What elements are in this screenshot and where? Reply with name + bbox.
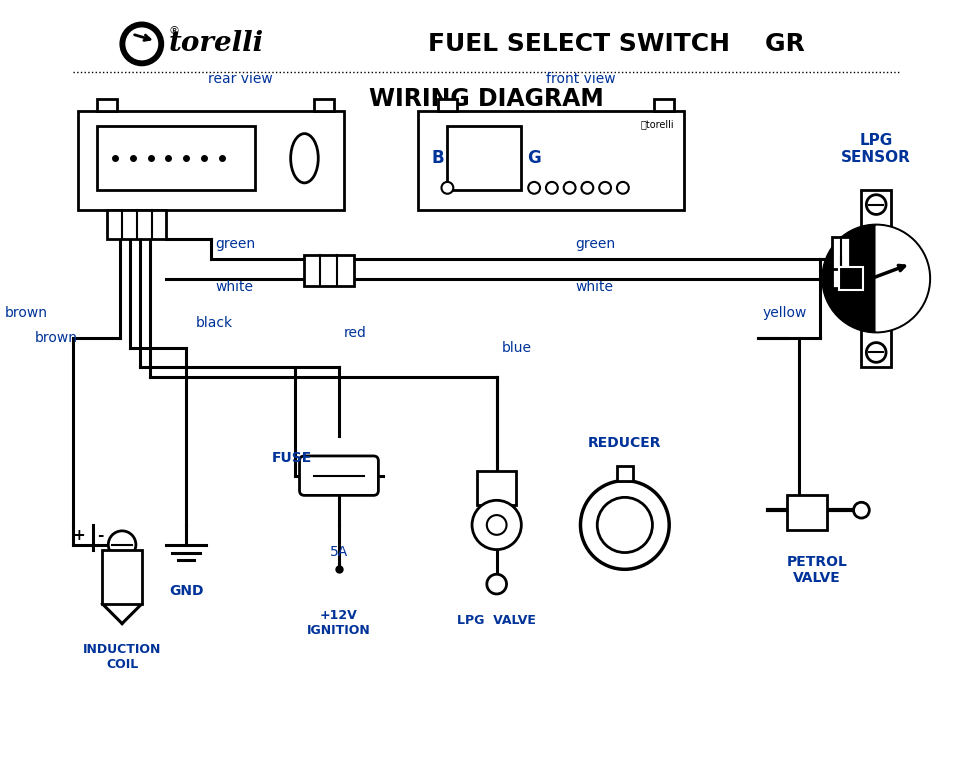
Circle shape: [599, 182, 611, 194]
Text: blue: blue: [502, 341, 532, 354]
Text: ®: ®: [168, 26, 180, 36]
Bar: [617, 466, 633, 481]
Bar: [839, 267, 863, 291]
Text: B: B: [431, 150, 444, 167]
Bar: [655, 99, 674, 111]
Text: white: white: [216, 281, 253, 295]
Bar: [98, 99, 117, 111]
Circle shape: [472, 500, 521, 550]
FancyBboxPatch shape: [300, 456, 378, 495]
Text: -: -: [98, 528, 104, 543]
Bar: [78, 111, 344, 209]
Circle shape: [442, 182, 453, 194]
Text: brown: brown: [5, 306, 48, 320]
Bar: [304, 255, 353, 286]
Bar: [787, 495, 827, 530]
Circle shape: [866, 343, 886, 362]
Text: green: green: [576, 237, 615, 251]
Circle shape: [108, 531, 136, 558]
Text: black: black: [196, 316, 233, 330]
Circle shape: [853, 502, 870, 518]
Text: FUEL SELECT SWITCH    GR: FUEL SELECT SWITCH GR: [427, 32, 804, 56]
Bar: [832, 237, 850, 268]
Bar: [861, 189, 891, 367]
Circle shape: [487, 574, 507, 594]
Circle shape: [126, 28, 157, 60]
Wedge shape: [876, 226, 928, 331]
Circle shape: [581, 481, 669, 569]
Text: 5A: 5A: [330, 545, 348, 558]
Circle shape: [822, 224, 930, 333]
Text: INDUCTION
COIL: INDUCTION COIL: [83, 644, 161, 671]
Circle shape: [564, 182, 576, 194]
Text: green: green: [216, 237, 256, 251]
Bar: [477, 471, 516, 505]
Text: REDUCER: REDUCER: [588, 436, 661, 450]
Bar: [447, 126, 521, 189]
Bar: [108, 209, 166, 239]
Text: torelli: torelli: [168, 31, 264, 58]
Text: white: white: [576, 281, 613, 295]
Text: red: red: [344, 326, 367, 340]
Circle shape: [582, 182, 593, 194]
Text: brown: brown: [35, 331, 78, 344]
Text: +12V
IGNITION: +12V IGNITION: [307, 609, 371, 637]
Text: Ⓝtorelli: Ⓝtorelli: [640, 119, 674, 129]
Circle shape: [487, 515, 507, 535]
Bar: [418, 111, 684, 209]
Bar: [314, 99, 334, 111]
Text: G: G: [527, 150, 541, 167]
Circle shape: [617, 182, 629, 194]
Text: yellow: yellow: [763, 306, 807, 320]
Ellipse shape: [291, 133, 319, 183]
Text: LPG  VALVE: LPG VALVE: [457, 614, 536, 627]
Bar: [832, 257, 850, 288]
Circle shape: [120, 22, 163, 66]
Text: PETROL
VALVE: PETROL VALVE: [786, 555, 848, 584]
Bar: [98, 126, 255, 189]
Text: LPG
SENSOR: LPG SENSOR: [841, 133, 911, 165]
Text: WIRING DIAGRAM: WIRING DIAGRAM: [370, 87, 604, 111]
Text: front view: front view: [545, 72, 615, 86]
Circle shape: [546, 182, 558, 194]
Bar: [103, 550, 142, 604]
Text: +: +: [73, 528, 85, 543]
Text: GND: GND: [169, 584, 204, 598]
Circle shape: [528, 182, 540, 194]
Circle shape: [597, 497, 653, 552]
Text: FUSE: FUSE: [272, 451, 312, 465]
Bar: [438, 99, 457, 111]
Circle shape: [866, 195, 886, 215]
Text: rear view: rear view: [208, 72, 273, 86]
